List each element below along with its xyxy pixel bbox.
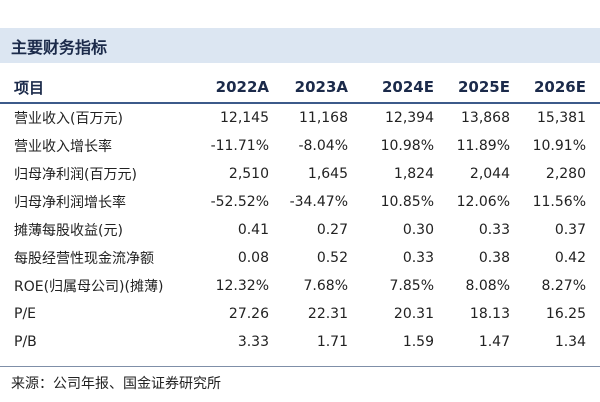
cell-2023a: 7.68% [303, 278, 348, 294]
row-label: 归母净利润(百万元) [14, 167, 137, 183]
row-label: 营业收入(百万元) [14, 111, 123, 127]
cell-2024e: 0.33 [402, 250, 434, 266]
table-title: 主要财务指标 [0, 28, 600, 63]
cell-2023a: 11,168 [299, 110, 348, 126]
cell-2025e: 0.38 [478, 250, 510, 266]
cell-2024e: 12,394 [385, 110, 434, 126]
cell-2026e: 11.56% [532, 194, 586, 210]
row-diluted-eps: 摊薄每股收益(元) 0.41 0.27 0.30 0.33 0.37 [0, 216, 600, 244]
cell-2026e: 15,381 [537, 110, 586, 126]
cell-2024e: 10.85% [380, 194, 434, 210]
cell-2026e: 0.37 [554, 222, 586, 238]
cell-2026e: 1.34 [554, 334, 586, 350]
row-net-profit: 归母净利润(百万元) 2,510 1,645 1,824 2,044 2,280 [0, 160, 600, 188]
cell-2025e: 18.13 [469, 306, 510, 322]
cell-2022a: 2,510 [228, 166, 269, 182]
cell-2022a: 3.33 [237, 334, 269, 350]
cell-2025e: 12.06% [456, 194, 510, 210]
cell-2026e: 10.91% [532, 138, 586, 154]
cell-2023a: -8.04% [298, 138, 348, 154]
cell-2025e: 0.33 [478, 222, 510, 238]
cell-2025e: 13,868 [461, 110, 510, 126]
cell-2024e: 1,824 [393, 166, 434, 182]
cell-2023a: -34.47% [289, 194, 348, 210]
cell-2022a: 27.26 [228, 306, 269, 322]
header-divider [0, 102, 600, 104]
row-revenue-growth: 营业收入增长率 -11.71% -8.04% 10.98% 11.89% 10.… [0, 132, 600, 160]
header-2023a: 2023A [294, 78, 348, 96]
source-note: 来源：公司年报、国金证券研究所 [11, 376, 221, 392]
table-header-row: 项目 2022A 2023A 2024E 2025E 2026E [0, 74, 600, 100]
cell-2023a: 0.27 [316, 222, 348, 238]
row-operating-cashflow-per-share: 每股经营性现金流净额 0.08 0.52 0.33 0.38 0.42 [0, 244, 600, 272]
header-2022a: 2022A [215, 78, 269, 96]
cell-2022a: 12,145 [220, 110, 269, 126]
cell-2026e: 8.27% [541, 278, 586, 294]
cell-2025e: 1.47 [478, 334, 510, 350]
row-label: ROE(归属母公司)(摊薄) [14, 279, 164, 295]
cell-2025e: 8.08% [465, 278, 510, 294]
cell-2025e: 11.89% [456, 138, 510, 154]
cell-2024e: 1.59 [402, 334, 434, 350]
cell-2022a: 0.08 [237, 250, 269, 266]
row-revenue: 营业收入(百万元) 12,145 11,168 12,394 13,868 15… [0, 104, 600, 132]
cell-2026e: 2,280 [545, 166, 586, 182]
cell-2023a: 22.31 [307, 306, 348, 322]
cell-2024e: 7.85% [389, 278, 434, 294]
row-pe: P/E 27.26 22.31 20.31 18.13 16.25 [0, 300, 600, 328]
row-label: 每股经营性现金流净额 [14, 251, 154, 267]
cell-2023a: 0.52 [316, 250, 348, 266]
cell-2024e: 20.31 [393, 306, 434, 322]
row-label: 营业收入增长率 [14, 139, 112, 155]
cell-2022a: 12.32% [215, 278, 269, 294]
table-bottom-divider [0, 366, 600, 367]
header-item: 项目 [14, 78, 45, 97]
row-label: P/B [14, 334, 37, 350]
cell-2026e: 16.25 [545, 306, 586, 322]
cell-2026e: 0.42 [554, 250, 586, 266]
cell-2023a: 1,645 [307, 166, 348, 182]
row-pb: P/B 3.33 1.71 1.59 1.47 1.34 [0, 328, 600, 356]
cell-2022a: 0.41 [237, 222, 269, 238]
cell-2023a: 1.71 [316, 334, 348, 350]
row-roe: ROE(归属母公司)(摊薄) 12.32% 7.68% 7.85% 8.08% … [0, 272, 600, 300]
cell-2024e: 10.98% [380, 138, 434, 154]
cell-2025e: 2,044 [469, 166, 510, 182]
header-2025e: 2025E [458, 78, 510, 96]
row-label: P/E [14, 306, 37, 322]
header-2024e: 2024E [382, 78, 434, 96]
cell-2022a: -11.71% [210, 138, 269, 154]
row-net-profit-growth: 归母净利润增长率 -52.52% -34.47% 10.85% 12.06% 1… [0, 188, 600, 216]
cell-2022a: -52.52% [210, 194, 269, 210]
row-label: 摊薄每股收益(元) [14, 223, 123, 239]
cell-2024e: 0.30 [402, 222, 434, 238]
row-label: 归母净利润增长率 [14, 195, 126, 211]
header-2026e: 2026E [534, 78, 586, 96]
